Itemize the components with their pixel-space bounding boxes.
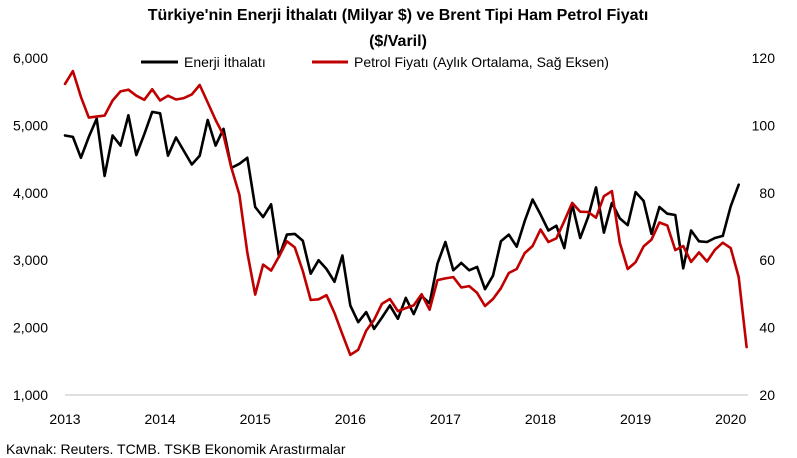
right-y-axis: 20 40 60 80 100 120 xyxy=(752,50,776,403)
chart-title-line-2: ($/Varil) xyxy=(369,33,427,50)
legend-label-energy-imports: Enerji İthalatı xyxy=(184,53,266,70)
legend-label-oil-price: Petrol Fiyatı (Aylık Ortalama, Sağ Eksen… xyxy=(354,54,609,70)
series-line-energy-imports xyxy=(63,110,741,331)
x-tick-label: 2014 xyxy=(145,411,176,427)
legend: Enerji İthalatı Petrol Fiyatı (Aylık Ort… xyxy=(141,53,609,70)
right-y-tick-label: 20 xyxy=(759,387,775,403)
left-y-tick-label: 3,000 xyxy=(13,252,48,268)
left-y-tick-label: 5,000 xyxy=(13,117,48,133)
x-tick-label: 2019 xyxy=(620,411,651,427)
left-y-tick-label: 1,000 xyxy=(13,387,48,403)
left-y-tick-label: 6,000 xyxy=(13,50,48,66)
left-y-tick-label: 2,000 xyxy=(13,320,48,336)
x-tick-label: 2013 xyxy=(49,411,80,427)
right-y-tick-label: 120 xyxy=(752,50,776,66)
left-y-axis: 1,000 2,000 3,000 4,000 5,000 6,000 xyxy=(13,50,48,403)
chart-title-line-1: Türkiye'nin Enerji İthalatı (Milyar $) v… xyxy=(148,6,649,24)
source-note: Kavnak: Reuters. TCMB. TSKB Ekonomik Ara… xyxy=(6,441,346,457)
x-tick-label: 2018 xyxy=(525,411,556,427)
right-y-tick-label: 100 xyxy=(752,117,776,133)
x-tick-label: 2017 xyxy=(430,411,461,427)
x-tick-label: 2020 xyxy=(715,411,746,427)
right-y-tick-label: 80 xyxy=(759,185,775,201)
x-tick-label: 2016 xyxy=(335,411,366,427)
right-y-tick-label: 40 xyxy=(759,320,775,336)
series-line-oil-price xyxy=(63,69,748,357)
x-tick-label: 2015 xyxy=(240,411,271,427)
right-y-tick-label: 60 xyxy=(759,252,775,268)
x-axis: 2013 2014 2015 2016 2017 2018 2019 2020 xyxy=(49,411,746,427)
left-y-tick-label: 4,000 xyxy=(13,185,48,201)
